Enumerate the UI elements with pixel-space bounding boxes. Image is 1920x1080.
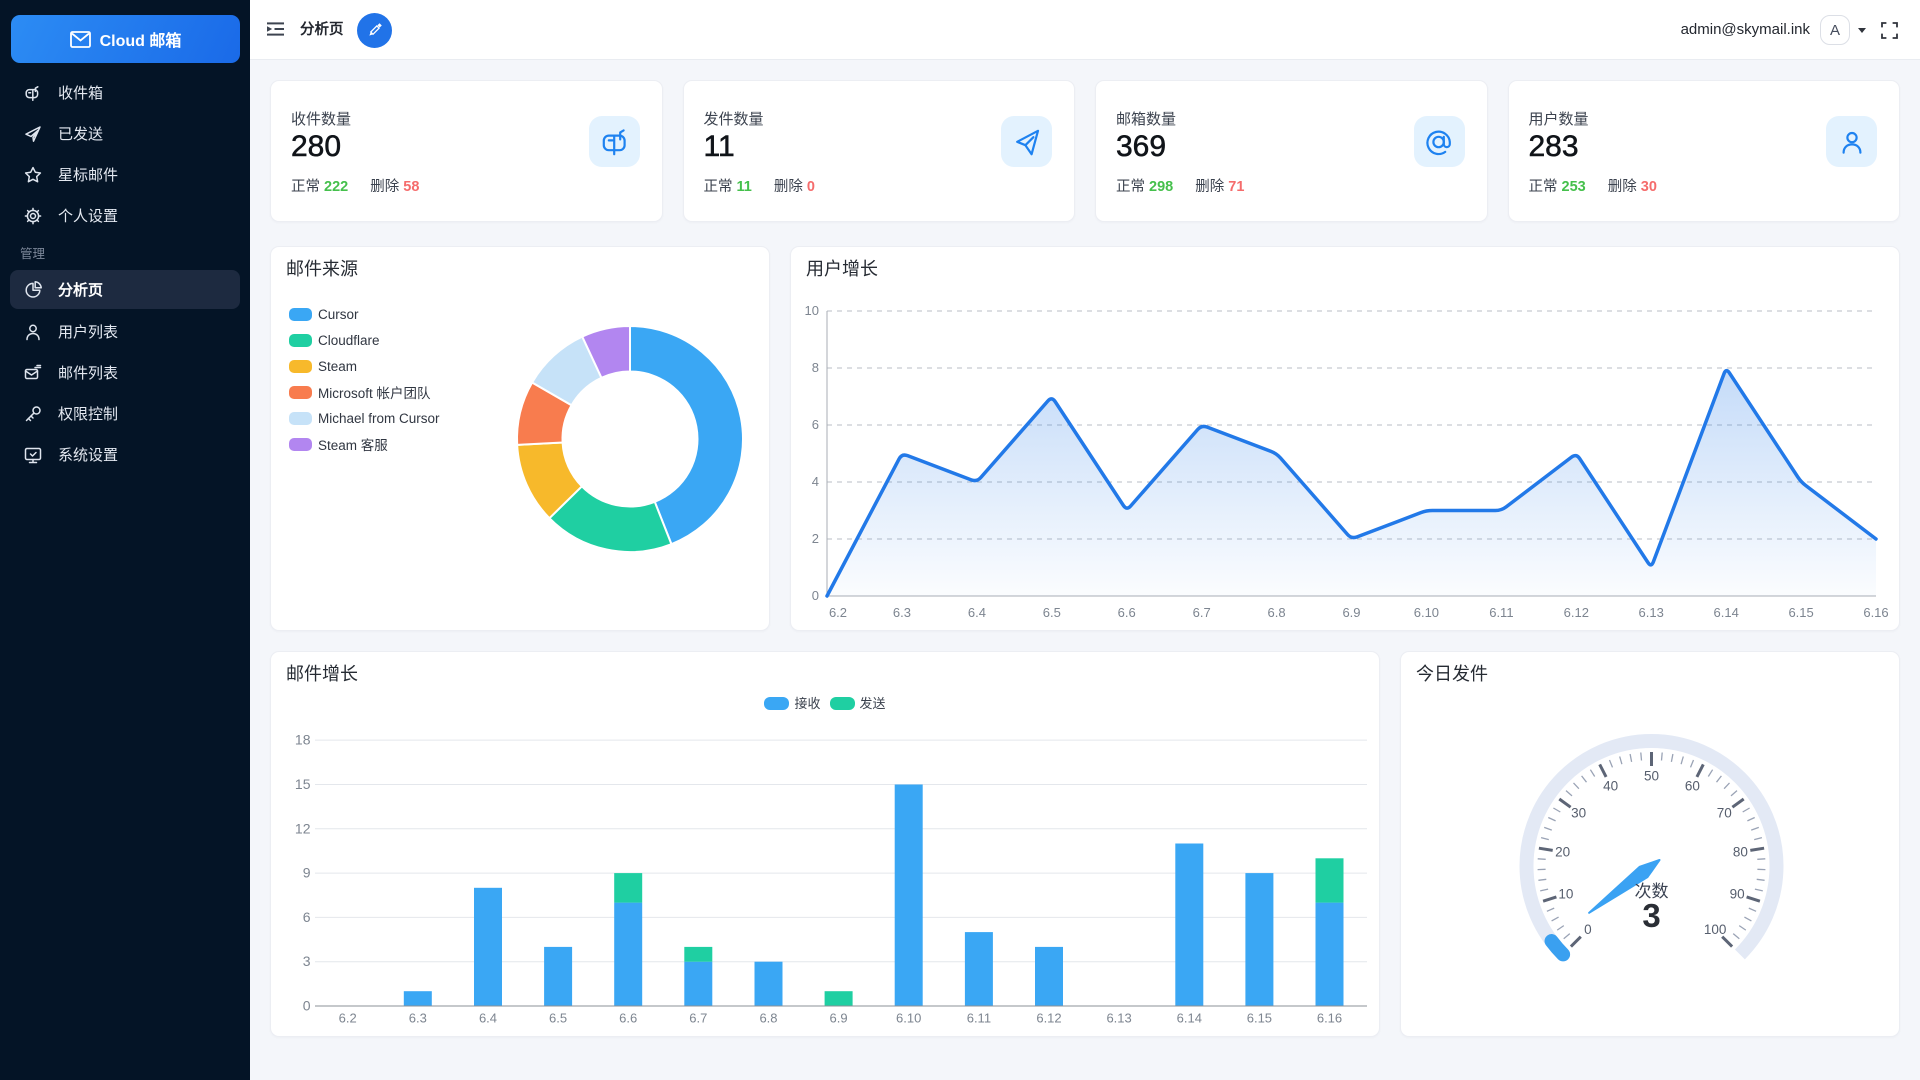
svg-text:70: 70 [1717,806,1732,821]
svg-text:20: 20 [1555,844,1570,859]
svg-text:6: 6 [812,417,819,432]
svg-text:18: 18 [295,732,311,748]
svg-text:6.3: 6.3 [409,1011,427,1026]
svg-text:4: 4 [812,474,819,489]
svg-text:6.5: 6.5 [549,1011,567,1026]
svg-text:0: 0 [303,998,311,1014]
svg-text:30: 30 [1571,806,1586,821]
svg-text:6.7: 6.7 [689,1011,707,1026]
svg-text:6.13: 6.13 [1106,1011,1131,1026]
svg-text:12: 12 [295,820,311,836]
svg-text:6.8: 6.8 [759,1011,777,1026]
svg-text:6.14: 6.14 [1714,605,1739,620]
svg-text:6.11: 6.11 [967,1011,991,1026]
svg-text:6.15: 6.15 [1247,1011,1272,1026]
svg-text:40: 40 [1603,778,1618,793]
svg-text:6.8: 6.8 [1268,605,1286,620]
svg-text:80: 80 [1733,844,1748,859]
svg-text:6.6: 6.6 [619,1011,637,1026]
svg-text:6.7: 6.7 [1193,605,1211,620]
svg-text:6: 6 [303,909,311,925]
svg-text:90: 90 [1730,886,1745,901]
svg-text:3: 3 [1642,897,1660,934]
svg-text:50: 50 [1644,769,1659,784]
svg-text:9: 9 [303,865,311,881]
svg-text:6.3: 6.3 [893,605,911,620]
svg-text:0: 0 [812,588,819,603]
svg-text:6.5: 6.5 [1043,605,1061,620]
svg-text:0: 0 [1584,922,1592,937]
svg-text:2: 2 [812,531,819,546]
svg-text:15: 15 [295,776,311,792]
svg-text:6.2: 6.2 [339,1011,357,1026]
svg-text:6.14: 6.14 [1177,1011,1202,1026]
svg-text:6.9: 6.9 [830,1011,848,1026]
svg-text:次数: 次数 [1635,882,1669,901]
svg-text:6.16: 6.16 [1317,1011,1342,1026]
svg-text:100: 100 [1704,922,1727,937]
svg-text:10: 10 [805,303,819,318]
svg-text:6.16: 6.16 [1863,605,1888,620]
svg-text:6.10: 6.10 [1414,605,1439,620]
svg-text:6.13: 6.13 [1639,605,1664,620]
svg-text:6.6: 6.6 [1118,605,1136,620]
svg-text:6.15: 6.15 [1788,605,1813,620]
svg-text:60: 60 [1685,778,1700,793]
svg-text:8: 8 [812,360,819,375]
svg-text:6.4: 6.4 [968,605,986,620]
svg-text:6.12: 6.12 [1564,605,1589,620]
svg-text:10: 10 [1558,886,1573,901]
svg-text:6.4: 6.4 [479,1011,497,1026]
svg-text:6.2: 6.2 [829,605,847,620]
svg-text:6.10: 6.10 [896,1011,921,1026]
svg-text:3: 3 [303,953,311,969]
svg-text:6.9: 6.9 [1342,605,1360,620]
svg-text:6.11: 6.11 [1489,605,1513,620]
svg-text:6.12: 6.12 [1036,1011,1061,1026]
